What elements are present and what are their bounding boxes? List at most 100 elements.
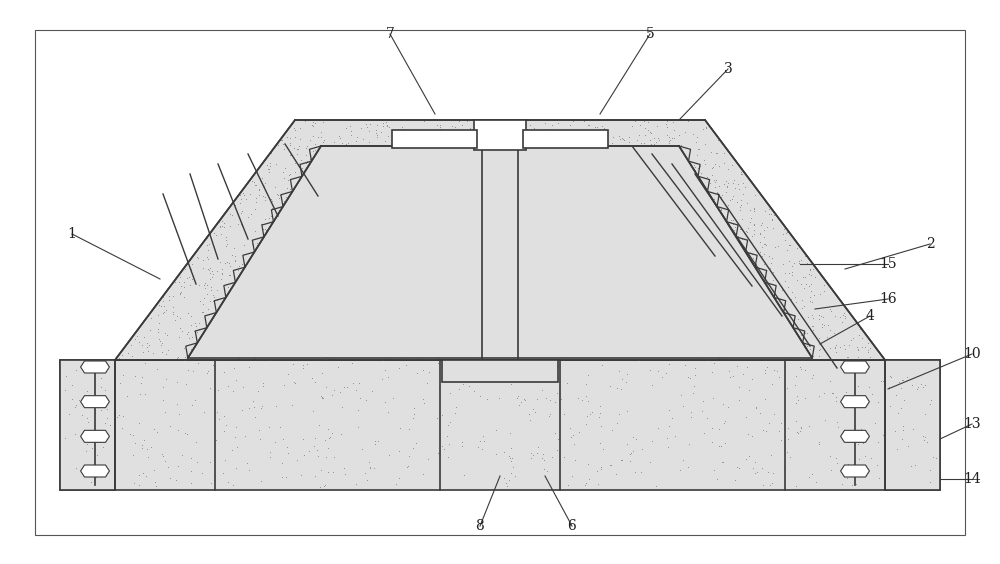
Point	[741, 340, 757, 349]
Point	[338, 305, 354, 314]
Point	[378, 117, 394, 126]
Point	[270, 256, 286, 265]
Point	[814, 319, 830, 328]
Point	[503, 443, 519, 452]
Point	[157, 456, 173, 465]
Point	[405, 444, 421, 453]
Point	[678, 248, 694, 257]
Point	[255, 320, 271, 329]
Point	[292, 345, 308, 354]
Point	[509, 394, 525, 403]
Point	[621, 133, 637, 142]
Polygon shape	[841, 465, 869, 477]
Point	[262, 355, 278, 364]
Point	[548, 217, 564, 226]
Point	[823, 465, 839, 474]
Point	[499, 324, 515, 333]
Point	[634, 202, 650, 211]
Point	[530, 442, 546, 451]
Point	[713, 205, 729, 214]
Point	[735, 178, 751, 187]
Point	[184, 332, 200, 341]
Point	[641, 317, 657, 326]
Point	[384, 174, 400, 183]
Point	[581, 121, 597, 130]
Point	[765, 328, 781, 337]
Point	[475, 311, 491, 320]
Point	[844, 466, 860, 475]
Point	[491, 212, 507, 221]
Point	[575, 161, 591, 170]
Point	[458, 270, 474, 279]
Point	[681, 252, 697, 261]
Point	[623, 299, 639, 308]
Point	[214, 221, 230, 230]
Point	[758, 288, 774, 297]
Point	[369, 191, 385, 200]
Point	[829, 417, 845, 426]
Point	[550, 349, 566, 358]
Point	[720, 178, 736, 187]
Point	[673, 152, 689, 161]
Point	[368, 126, 384, 135]
Point	[446, 359, 462, 368]
Point	[506, 349, 522, 358]
Point	[522, 202, 538, 212]
Point	[241, 318, 257, 327]
Point	[706, 465, 722, 474]
Point	[793, 422, 809, 431]
Point	[284, 300, 300, 309]
Point	[447, 307, 463, 316]
Point	[179, 274, 195, 283]
Point	[208, 328, 224, 337]
Point	[320, 241, 336, 250]
Point	[364, 199, 380, 208]
Point	[626, 257, 642, 266]
Point	[479, 134, 495, 143]
Point	[517, 340, 533, 349]
Point	[525, 253, 541, 262]
Point	[295, 198, 311, 207]
Point	[551, 236, 567, 245]
Point	[628, 198, 644, 207]
Point	[319, 192, 335, 201]
Point	[422, 221, 438, 230]
Point	[239, 459, 255, 468]
Point	[539, 250, 555, 259]
Point	[324, 202, 340, 212]
Point	[403, 308, 419, 317]
Point	[332, 305, 348, 314]
Point	[233, 209, 249, 218]
Point	[703, 295, 719, 304]
Point	[592, 438, 608, 447]
Point	[642, 195, 658, 204]
Point	[435, 338, 451, 347]
Point	[667, 245, 683, 254]
Point	[754, 252, 770, 261]
Point	[928, 454, 944, 463]
Point	[775, 259, 791, 268]
Point	[151, 319, 167, 328]
Point	[448, 221, 464, 230]
Point	[607, 215, 623, 224]
Point	[626, 315, 642, 324]
Point	[383, 166, 399, 175]
Point	[704, 284, 720, 293]
Point	[280, 226, 296, 235]
Point	[701, 275, 717, 284]
Point	[643, 218, 659, 227]
Point	[385, 393, 401, 402]
Point	[307, 433, 323, 442]
Point	[594, 178, 610, 187]
Point	[592, 245, 608, 254]
Point	[251, 334, 267, 343]
Point	[513, 116, 529, 125]
Point	[725, 215, 741, 224]
Point	[618, 178, 634, 187]
Point	[446, 133, 462, 142]
Point	[512, 152, 528, 161]
Point	[706, 320, 722, 329]
Point	[544, 158, 560, 168]
Point	[510, 235, 526, 244]
Point	[516, 180, 532, 190]
